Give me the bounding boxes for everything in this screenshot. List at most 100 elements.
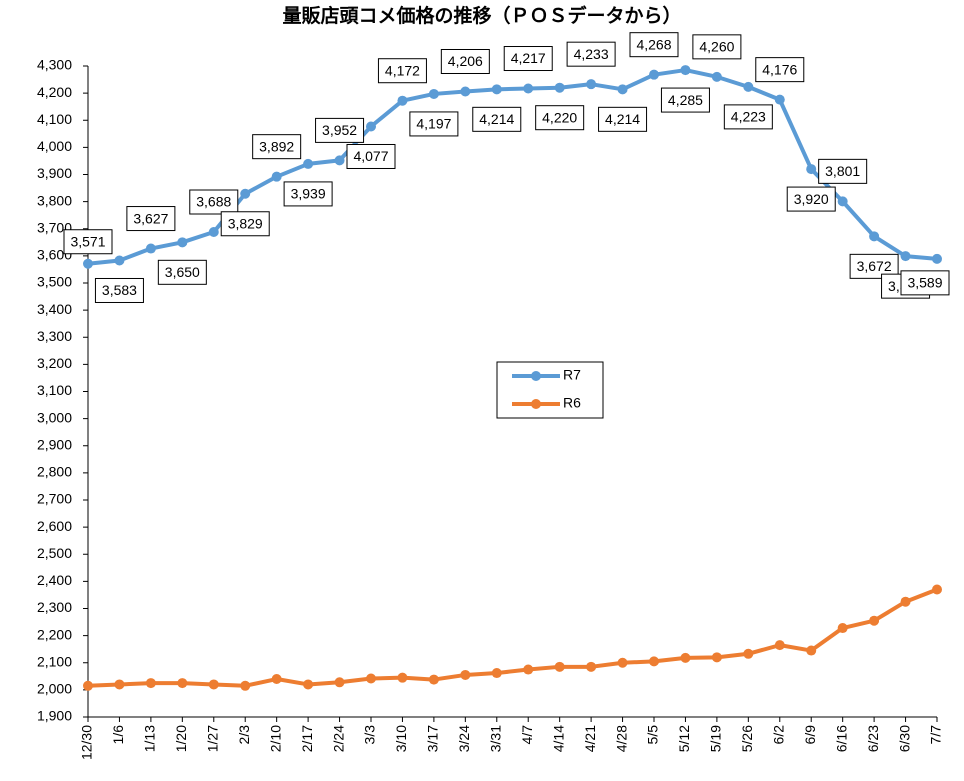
- y-tick-label: 3,700: [37, 219, 72, 235]
- point: [460, 669, 471, 680]
- x-tick-label: 2/10: [267, 725, 283, 752]
- point: [711, 652, 722, 663]
- y-tick-label: 3,500: [37, 274, 72, 290]
- data-label: 4,206: [448, 53, 483, 69]
- data-label: 3,650: [165, 264, 200, 280]
- y-tick-label: 2,500: [37, 545, 72, 561]
- point: [554, 661, 565, 672]
- x-tick-label: 6/30: [896, 725, 912, 752]
- point: [366, 121, 376, 132]
- data-label: 3,571: [70, 233, 105, 249]
- data-label: 4,077: [353, 148, 388, 164]
- y-tick-label: 4,100: [37, 111, 72, 127]
- point: [649, 69, 659, 80]
- x-tick-label: 6/23: [865, 725, 881, 752]
- data-label-box: [503, 46, 553, 72]
- y-tick-label: 3,300: [37, 328, 72, 344]
- point: [397, 672, 408, 683]
- point: [303, 158, 314, 169]
- point: [774, 640, 785, 651]
- x-tick-label: 1/13: [142, 725, 158, 752]
- point: [334, 677, 345, 688]
- data-label: 4,176: [762, 61, 797, 77]
- x-tick-label: 5/5: [645, 725, 661, 745]
- y-tick-label: 2,800: [37, 464, 72, 480]
- x-tick-label: 3/31: [487, 725, 503, 752]
- y-tick-label: 3,600: [37, 247, 72, 263]
- point: [869, 231, 880, 242]
- y-tick-label: 2,100: [37, 653, 72, 669]
- data-label: 3,829: [228, 215, 263, 231]
- data-label-box: [63, 229, 113, 255]
- point: [366, 673, 376, 684]
- data-label-box: [723, 104, 773, 130]
- data-label-box: [629, 32, 679, 58]
- x-tick-label: 12/30: [79, 725, 95, 760]
- series-line: [87, 587, 938, 688]
- y-tick-label: 4,000: [37, 138, 72, 154]
- point: [460, 86, 471, 97]
- data-label-box: [220, 211, 270, 237]
- x-tick-label: 5/26: [739, 725, 755, 752]
- data-label: 4,214: [479, 111, 514, 127]
- data-label-box: [94, 277, 144, 303]
- point: [680, 652, 691, 663]
- data-label: 3,688: [196, 194, 231, 210]
- point: [743, 648, 754, 659]
- y-tick-label: 2,600: [37, 518, 72, 534]
- point: [491, 668, 502, 679]
- data-label-box: [786, 186, 836, 212]
- point: [617, 84, 628, 95]
- point: [711, 71, 722, 82]
- data-label: 3,672: [857, 258, 892, 274]
- y-tick-label: 3,100: [37, 382, 72, 398]
- data-label: 3,627: [133, 210, 168, 226]
- data-label: 3,892: [259, 138, 294, 154]
- point: [680, 65, 691, 76]
- point: [177, 237, 188, 248]
- data-label: 4,197: [416, 116, 451, 132]
- y-tick-label: 3,000: [37, 409, 72, 425]
- x-tick-label: 1/27: [204, 725, 220, 752]
- data-label-box: [566, 41, 616, 67]
- point: [900, 251, 911, 262]
- legend-box: [496, 361, 604, 419]
- x-tick-label: 4/21: [582, 725, 598, 752]
- point: [208, 679, 219, 690]
- data-label-box: [377, 58, 427, 84]
- y-tick-label: 3,200: [37, 355, 72, 371]
- y-tick-label: 2,200: [37, 626, 72, 642]
- x-tick-label: 1/6: [110, 725, 126, 745]
- y-tick-label: 2,700: [37, 491, 72, 507]
- data-label-box: [126, 206, 176, 232]
- x-tick-label: 5/19: [708, 725, 724, 752]
- point: [83, 680, 93, 691]
- x-tick-label: 3/10: [393, 725, 409, 752]
- data-label-box: [818, 158, 868, 184]
- point: [837, 196, 848, 207]
- x-tick-label: 6/9: [802, 725, 818, 745]
- y-tick-label: 2,900: [37, 436, 72, 452]
- data-label: 3,589: [907, 275, 942, 291]
- data-label: 4,172: [385, 62, 420, 78]
- x-tick-label: 6/2: [770, 725, 786, 745]
- point: [932, 584, 942, 595]
- point: [145, 678, 156, 689]
- data-label-box: [660, 87, 710, 113]
- legend-marker: [531, 399, 541, 409]
- data-label-box: [598, 106, 648, 132]
- point: [837, 623, 848, 634]
- point: [491, 84, 502, 95]
- data-label: 3,920: [794, 191, 829, 207]
- x-tick-label: 4/7: [519, 725, 535, 745]
- data-label: 4,233: [574, 46, 609, 62]
- x-tick-label: 5/12: [676, 725, 692, 752]
- data-label: 3,939: [291, 186, 326, 202]
- point: [900, 596, 911, 607]
- point: [428, 674, 439, 685]
- data-label-box: [189, 189, 239, 215]
- data-label-box: [346, 143, 396, 169]
- data-label: 4,220: [542, 109, 577, 125]
- x-tick-label: 3/24: [456, 725, 472, 752]
